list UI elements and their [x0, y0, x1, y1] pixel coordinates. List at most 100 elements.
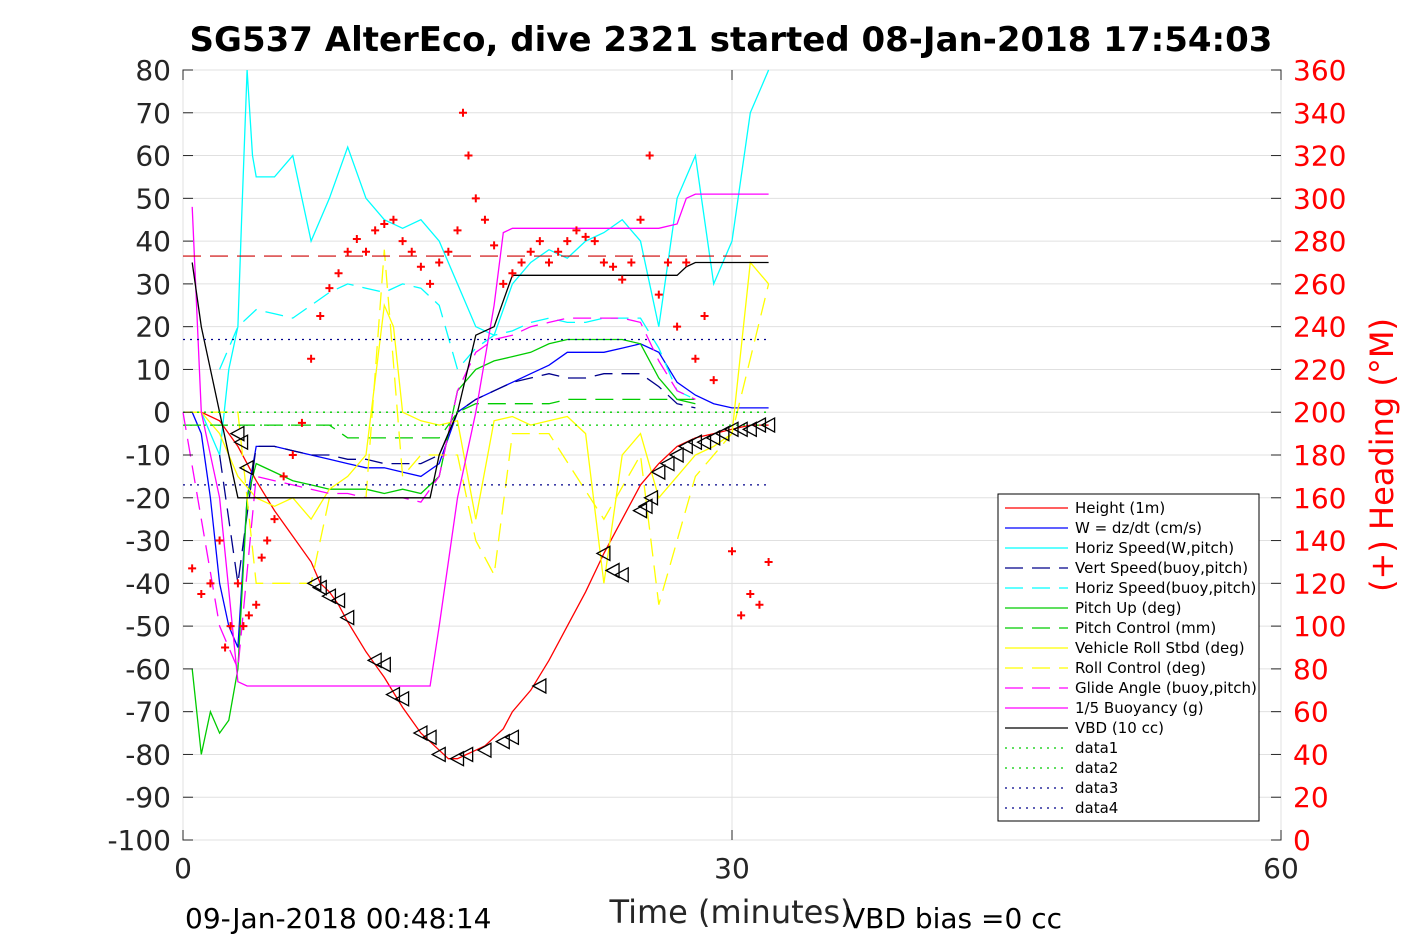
- heading-point: [682, 258, 691, 267]
- y2-tick-label: 300: [1293, 182, 1346, 215]
- y-tick-label: 10: [135, 353, 171, 386]
- dive-marker: [494, 733, 510, 750]
- dive-marker: [385, 686, 401, 703]
- heading-point: [728, 547, 736, 556]
- dive-marker: [412, 724, 428, 742]
- y-tick-label: -70: [125, 696, 171, 729]
- series-height-1m: [183, 411, 769, 760]
- y2-tick-label: 160: [1293, 482, 1346, 515]
- heading-point: [645, 151, 654, 160]
- dive-marker: [229, 425, 245, 442]
- y-tick-label: 30: [135, 268, 171, 301]
- y2-tick-label: 260: [1293, 268, 1346, 301]
- heading-point: [325, 284, 334, 293]
- heading-point: [737, 611, 746, 620]
- y2-tick-label: 320: [1293, 140, 1346, 173]
- legend-label: 1/5 Buoyancy (g): [1075, 699, 1204, 717]
- heading-point: [700, 311, 709, 320]
- heading-point: [599, 258, 608, 267]
- y-tick-label: 20: [135, 311, 171, 344]
- legend-label: Height (1m): [1075, 499, 1165, 517]
- dive-marker: [339, 609, 355, 626]
- heading-point: [362, 247, 370, 256]
- dive-marker: [504, 729, 520, 746]
- legend-label: Vert Speed(buoy,pitch): [1075, 559, 1248, 577]
- legend-label: Vehicle Roll Stbd (deg): [1075, 639, 1245, 657]
- series-vbd-10-cc: [191, 261, 769, 499]
- heading-point: [636, 215, 645, 224]
- heading-point: [746, 590, 755, 599]
- y-tick-label: 60: [135, 140, 171, 173]
- y2-tick-label: 240: [1293, 311, 1346, 344]
- y2-tick-label: 140: [1293, 525, 1346, 558]
- dive-marker: [741, 421, 757, 438]
- heading-point: [226, 622, 235, 631]
- dive-marker: [677, 438, 693, 455]
- legend-label: data2: [1075, 759, 1118, 777]
- y-tick-label: -100: [107, 824, 171, 857]
- legend-label: Glide Angle (buoy,pitch): [1075, 679, 1257, 697]
- heading-point: [197, 590, 206, 599]
- heading-point: [263, 536, 272, 545]
- dive-marker: [643, 489, 659, 506]
- heading-point: [221, 643, 230, 652]
- legend-label: data3: [1075, 779, 1118, 797]
- chart-title: SG537 AlterEco, dive 2321 started 08-Jan…: [190, 20, 1273, 60]
- heading-point: [307, 354, 316, 363]
- dive-marker: [430, 746, 446, 763]
- y2-tick-label: 180: [1293, 439, 1346, 472]
- heading-point: [673, 322, 682, 331]
- y2-tick-label: 360: [1293, 54, 1346, 87]
- dive-marker: [311, 579, 327, 596]
- dive-marker: [637, 498, 653, 515]
- y2-tick-label: 40: [1293, 738, 1329, 771]
- y2-tick-label: 280: [1293, 225, 1346, 258]
- y2-tick-label: 20: [1293, 781, 1329, 814]
- y2-tick-label: 120: [1293, 567, 1346, 600]
- y-tick-label: -10: [125, 439, 171, 472]
- dive-marker: [321, 588, 337, 605]
- heading-point: [270, 515, 279, 524]
- footer-timestamp: 09-Jan-2018 00:48:14: [185, 902, 491, 935]
- y-tick-label: 40: [135, 225, 171, 258]
- y-tick-label: -90: [125, 781, 171, 814]
- series-roll-control-deg: [183, 249, 770, 605]
- dive-marker: [238, 459, 254, 476]
- heading-point: [508, 269, 517, 278]
- heading-point: [572, 226, 581, 235]
- legend-label: Pitch Up (deg): [1075, 599, 1182, 617]
- series-horiz-speed-w-pitch: [183, 69, 770, 458]
- heading-point: [316, 311, 325, 320]
- legend-label: data1: [1075, 739, 1118, 757]
- heading-point: [627, 258, 636, 267]
- heading-point: [435, 258, 444, 267]
- dive-marker: [604, 562, 620, 579]
- heading-point: [490, 241, 499, 250]
- series-vehicle-roll-stbd-deg: [183, 260, 770, 584]
- heading-point: [480, 215, 489, 224]
- dive-marker: [723, 421, 739, 438]
- y2-tick-label: 100: [1293, 610, 1346, 643]
- y-tick-label: 50: [135, 182, 171, 215]
- dive-marker: [330, 592, 346, 609]
- heading-point: [554, 247, 563, 256]
- dive-marker: [650, 464, 666, 481]
- series-1-5-buoyancy-g: [191, 193, 769, 687]
- dive-marker: [696, 434, 712, 451]
- right-axis-label: (+) Heading (°M): [1363, 318, 1401, 592]
- legend-label: W = dz/dt (cm/s): [1075, 519, 1202, 537]
- markers-layer: [188, 108, 776, 767]
- dive-marker: [476, 742, 492, 759]
- heading-point: [188, 564, 197, 573]
- heading-point: [279, 472, 288, 481]
- heading-point: [288, 451, 297, 459]
- dive-marker: [421, 729, 437, 746]
- dive-marker: [458, 746, 474, 763]
- heading-point: [407, 247, 416, 256]
- heading-point: [526, 247, 535, 256]
- y-tick-label: -40: [125, 567, 171, 600]
- dive-marker: [366, 652, 382, 669]
- heading-point: [371, 226, 380, 235]
- heading-point: [389, 215, 398, 224]
